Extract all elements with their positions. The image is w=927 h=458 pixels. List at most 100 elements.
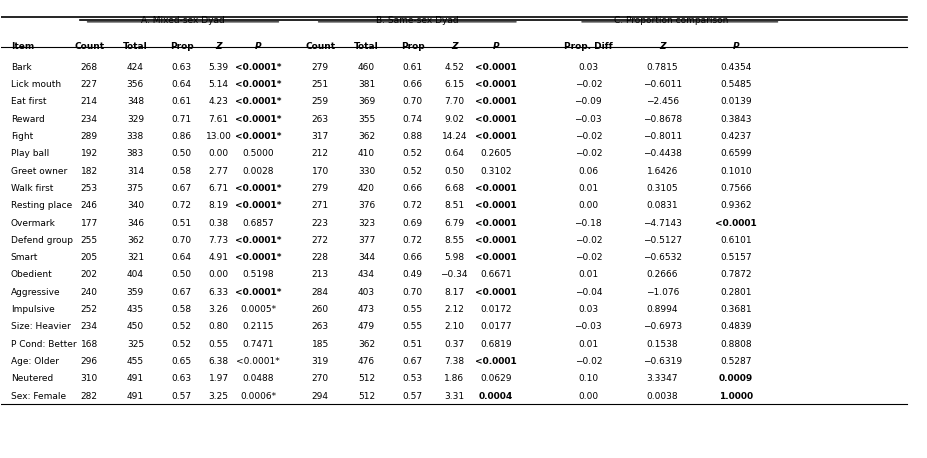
Text: 0.0831: 0.0831: [646, 201, 678, 210]
Text: 323: 323: [358, 218, 375, 228]
Text: 0.67: 0.67: [171, 288, 192, 297]
Text: 0.8994: 0.8994: [646, 305, 678, 314]
Text: 479: 479: [358, 322, 375, 331]
Text: 4.91: 4.91: [209, 253, 229, 262]
Text: Item: Item: [10, 42, 34, 51]
Text: <0.0001*: <0.0001*: [235, 184, 282, 193]
Text: Reward: Reward: [10, 115, 44, 124]
Text: 0.66: 0.66: [402, 80, 423, 89]
Text: <0.0001: <0.0001: [475, 357, 516, 366]
Text: 0.63: 0.63: [171, 63, 192, 72]
Text: 0.51: 0.51: [171, 218, 192, 228]
Text: B. Same-sex Dyad: B. Same-sex Dyad: [376, 16, 459, 25]
Text: 338: 338: [127, 132, 144, 141]
Text: 0.72: 0.72: [171, 201, 192, 210]
Text: 0.88: 0.88: [402, 132, 423, 141]
Text: Neutered: Neutered: [10, 374, 53, 383]
Text: Defend group: Defend group: [10, 236, 72, 245]
Text: 0.70: 0.70: [402, 98, 423, 106]
Text: 0.0005*: 0.0005*: [240, 305, 276, 314]
Text: 0.6819: 0.6819: [480, 340, 512, 349]
Text: −0.04: −0.04: [575, 288, 602, 297]
Text: 0.0629: 0.0629: [480, 374, 512, 383]
Text: Play ball: Play ball: [10, 149, 49, 158]
Text: 0.70: 0.70: [402, 288, 423, 297]
Text: 255: 255: [81, 236, 97, 245]
Text: 7.70: 7.70: [444, 98, 464, 106]
Text: 227: 227: [81, 80, 97, 89]
Text: 0.0004: 0.0004: [478, 392, 513, 400]
Text: 0.1538: 0.1538: [646, 340, 678, 349]
Text: 0.65: 0.65: [171, 357, 192, 366]
Text: 240: 240: [81, 288, 97, 297]
Text: Smart: Smart: [10, 253, 38, 262]
Text: 0.52: 0.52: [402, 167, 423, 175]
Text: 0.6101: 0.6101: [720, 236, 752, 245]
Text: 314: 314: [127, 167, 144, 175]
Text: 2.10: 2.10: [444, 322, 464, 331]
Text: 214: 214: [81, 98, 97, 106]
Text: 6.71: 6.71: [209, 184, 229, 193]
Text: −0.09: −0.09: [575, 98, 602, 106]
Text: 3.26: 3.26: [209, 305, 229, 314]
Text: 0.55: 0.55: [402, 322, 423, 331]
Text: 0.01: 0.01: [578, 340, 598, 349]
Text: 0.72: 0.72: [402, 236, 423, 245]
Text: 0.86: 0.86: [171, 132, 192, 141]
Text: 251: 251: [311, 80, 329, 89]
Text: 362: 362: [358, 132, 375, 141]
Text: 0.7815: 0.7815: [646, 63, 678, 72]
Text: Z: Z: [659, 42, 666, 51]
Text: <0.0001*: <0.0001*: [235, 80, 282, 89]
Text: 259: 259: [311, 98, 329, 106]
Text: 0.57: 0.57: [171, 392, 192, 400]
Text: 0.00: 0.00: [578, 392, 598, 400]
Text: 4.23: 4.23: [209, 98, 229, 106]
Text: 271: 271: [311, 201, 329, 210]
Text: 491: 491: [127, 374, 144, 383]
Text: 381: 381: [358, 80, 375, 89]
Text: 340: 340: [127, 201, 144, 210]
Text: −0.02: −0.02: [575, 236, 602, 245]
Text: −0.6011: −0.6011: [642, 80, 681, 89]
Text: 3.31: 3.31: [444, 392, 464, 400]
Text: 0.2605: 0.2605: [480, 149, 512, 158]
Text: <0.0001*: <0.0001*: [235, 288, 282, 297]
Text: 0.03: 0.03: [578, 63, 598, 72]
Text: 8.19: 8.19: [209, 201, 229, 210]
Text: <0.0001*: <0.0001*: [236, 357, 280, 366]
Text: 0.9362: 0.9362: [720, 201, 752, 210]
Text: 0.5485: 0.5485: [720, 80, 752, 89]
Text: 362: 362: [358, 340, 375, 349]
Text: 325: 325: [127, 340, 144, 349]
Text: 6.79: 6.79: [444, 218, 464, 228]
Text: 234: 234: [81, 322, 97, 331]
Text: 14.24: 14.24: [441, 132, 467, 141]
Text: Total: Total: [123, 42, 147, 51]
Text: 0.0038: 0.0038: [646, 392, 678, 400]
Text: 272: 272: [311, 236, 329, 245]
Text: 383: 383: [127, 149, 144, 158]
Text: Prop: Prop: [170, 42, 194, 51]
Text: Count: Count: [74, 42, 104, 51]
Text: 0.0009: 0.0009: [719, 374, 754, 383]
Text: 2.77: 2.77: [209, 167, 229, 175]
Text: 0.64: 0.64: [444, 149, 464, 158]
Text: 356: 356: [127, 80, 144, 89]
Text: 279: 279: [311, 184, 329, 193]
Text: 0.72: 0.72: [402, 201, 423, 210]
Text: Eat first: Eat first: [10, 98, 46, 106]
Text: 0.58: 0.58: [171, 167, 192, 175]
Text: 0.64: 0.64: [171, 80, 192, 89]
Text: Lick mouth: Lick mouth: [10, 80, 61, 89]
Text: 228: 228: [311, 253, 329, 262]
Text: 0.50: 0.50: [171, 270, 192, 279]
Text: 223: 223: [311, 218, 329, 228]
Text: 7.73: 7.73: [209, 236, 229, 245]
Text: 6.38: 6.38: [209, 357, 229, 366]
Text: 0.7471: 0.7471: [243, 340, 274, 349]
Text: −0.18: −0.18: [575, 218, 602, 228]
Text: 319: 319: [311, 357, 329, 366]
Text: 0.38: 0.38: [209, 218, 229, 228]
Text: <0.0001: <0.0001: [716, 218, 757, 228]
